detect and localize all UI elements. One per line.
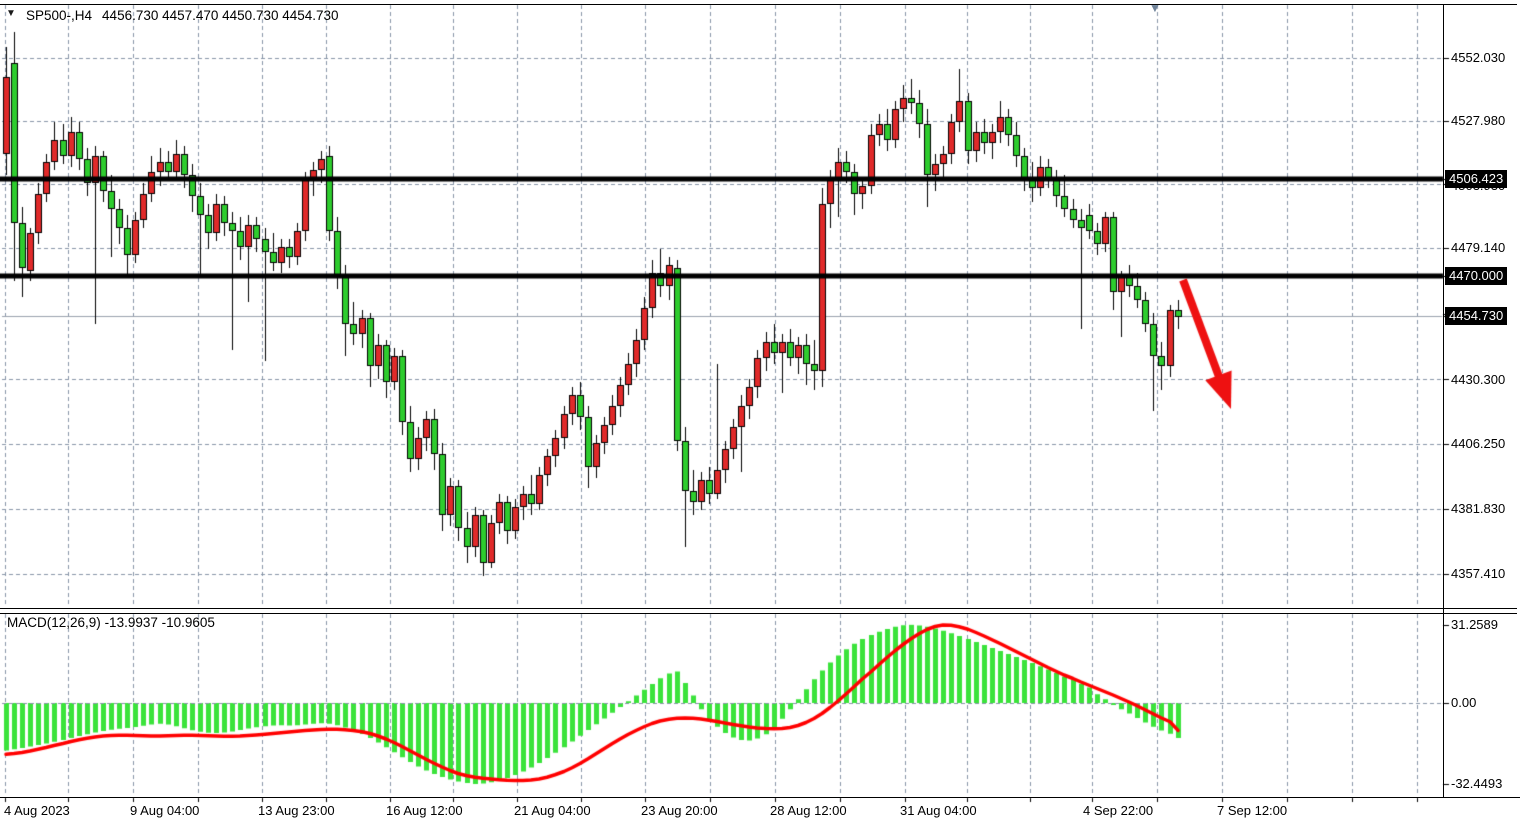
macd-axis-label: 0.00 (1451, 695, 1477, 710)
symbol-period-label: SP500-,H4 (26, 8, 93, 23)
symbol-collapse-icon[interactable]: ▼ (6, 8, 16, 19)
main-panel-top-border (0, 4, 1517, 5)
time-axis-label[interactable]: 9 Aug 04:00 (130, 803, 200, 818)
price-badge: 4454.730 (1445, 307, 1508, 325)
chart-title: SP500-,H4 4456.730 4457.470 4450.730 4454… (26, 8, 339, 23)
price-axis-label: 4381.830 (1451, 501, 1506, 516)
price-axis-label: 4527.980 (1451, 113, 1506, 128)
time-axis-label[interactable]: 28 Aug 12:00 (770, 803, 847, 818)
time-axis-label[interactable]: 7 Sep 12:00 (1217, 803, 1288, 818)
macd-params-label: MACD(12,26,9) (7, 615, 101, 630)
time-axis-label[interactable]: 13 Aug 23:00 (258, 803, 335, 818)
ohlc-readout: 4456.730 4457.470 4450.730 4454.730 (102, 8, 339, 23)
macd-panel-top-border[interactable] (0, 613, 1517, 614)
macd-signal-value: -10.9605 (161, 615, 215, 630)
main-panel-bottom-border (0, 608, 1517, 609)
price-axis-label: 4479.140 (1451, 240, 1506, 255)
price-badge: 4506.423 (1445, 170, 1508, 188)
time-axis-separator (0, 797, 1520, 798)
time-axis-label[interactable]: 4 Aug 2023 (4, 803, 70, 818)
macd-main-value: -13.9937 (104, 615, 158, 630)
time-axis-label[interactable]: 23 Aug 20:00 (641, 803, 718, 818)
macd-indicator-label: MACD(12,26,9) -13.9937 -10.9605 (7, 615, 215, 630)
time-axis-label[interactable]: 4 Sep 22:00 (1083, 803, 1154, 818)
time-axis-label[interactable]: 21 Aug 04:00 (514, 803, 591, 818)
time-axis-label[interactable]: 16 Aug 12:00 (386, 803, 463, 818)
price-axis-label: 4357.410 (1451, 566, 1506, 581)
price-axis-label: 4406.250 (1451, 436, 1506, 451)
time-axis-label[interactable]: 31 Aug 04:00 (900, 803, 977, 818)
price-axis-separator[interactable] (1443, 4, 1444, 797)
price-axis-label: 4552.030 (1451, 50, 1506, 65)
macd-axis-label: -32.4493 (1451, 776, 1503, 791)
price-axis-label: 4430.300 (1451, 372, 1506, 387)
price-badge: 4470.000 (1445, 267, 1508, 285)
macd-axis-label: 31.2589 (1451, 617, 1498, 632)
scroll-marker-icon[interactable]: ▼ (1149, 1, 1161, 15)
